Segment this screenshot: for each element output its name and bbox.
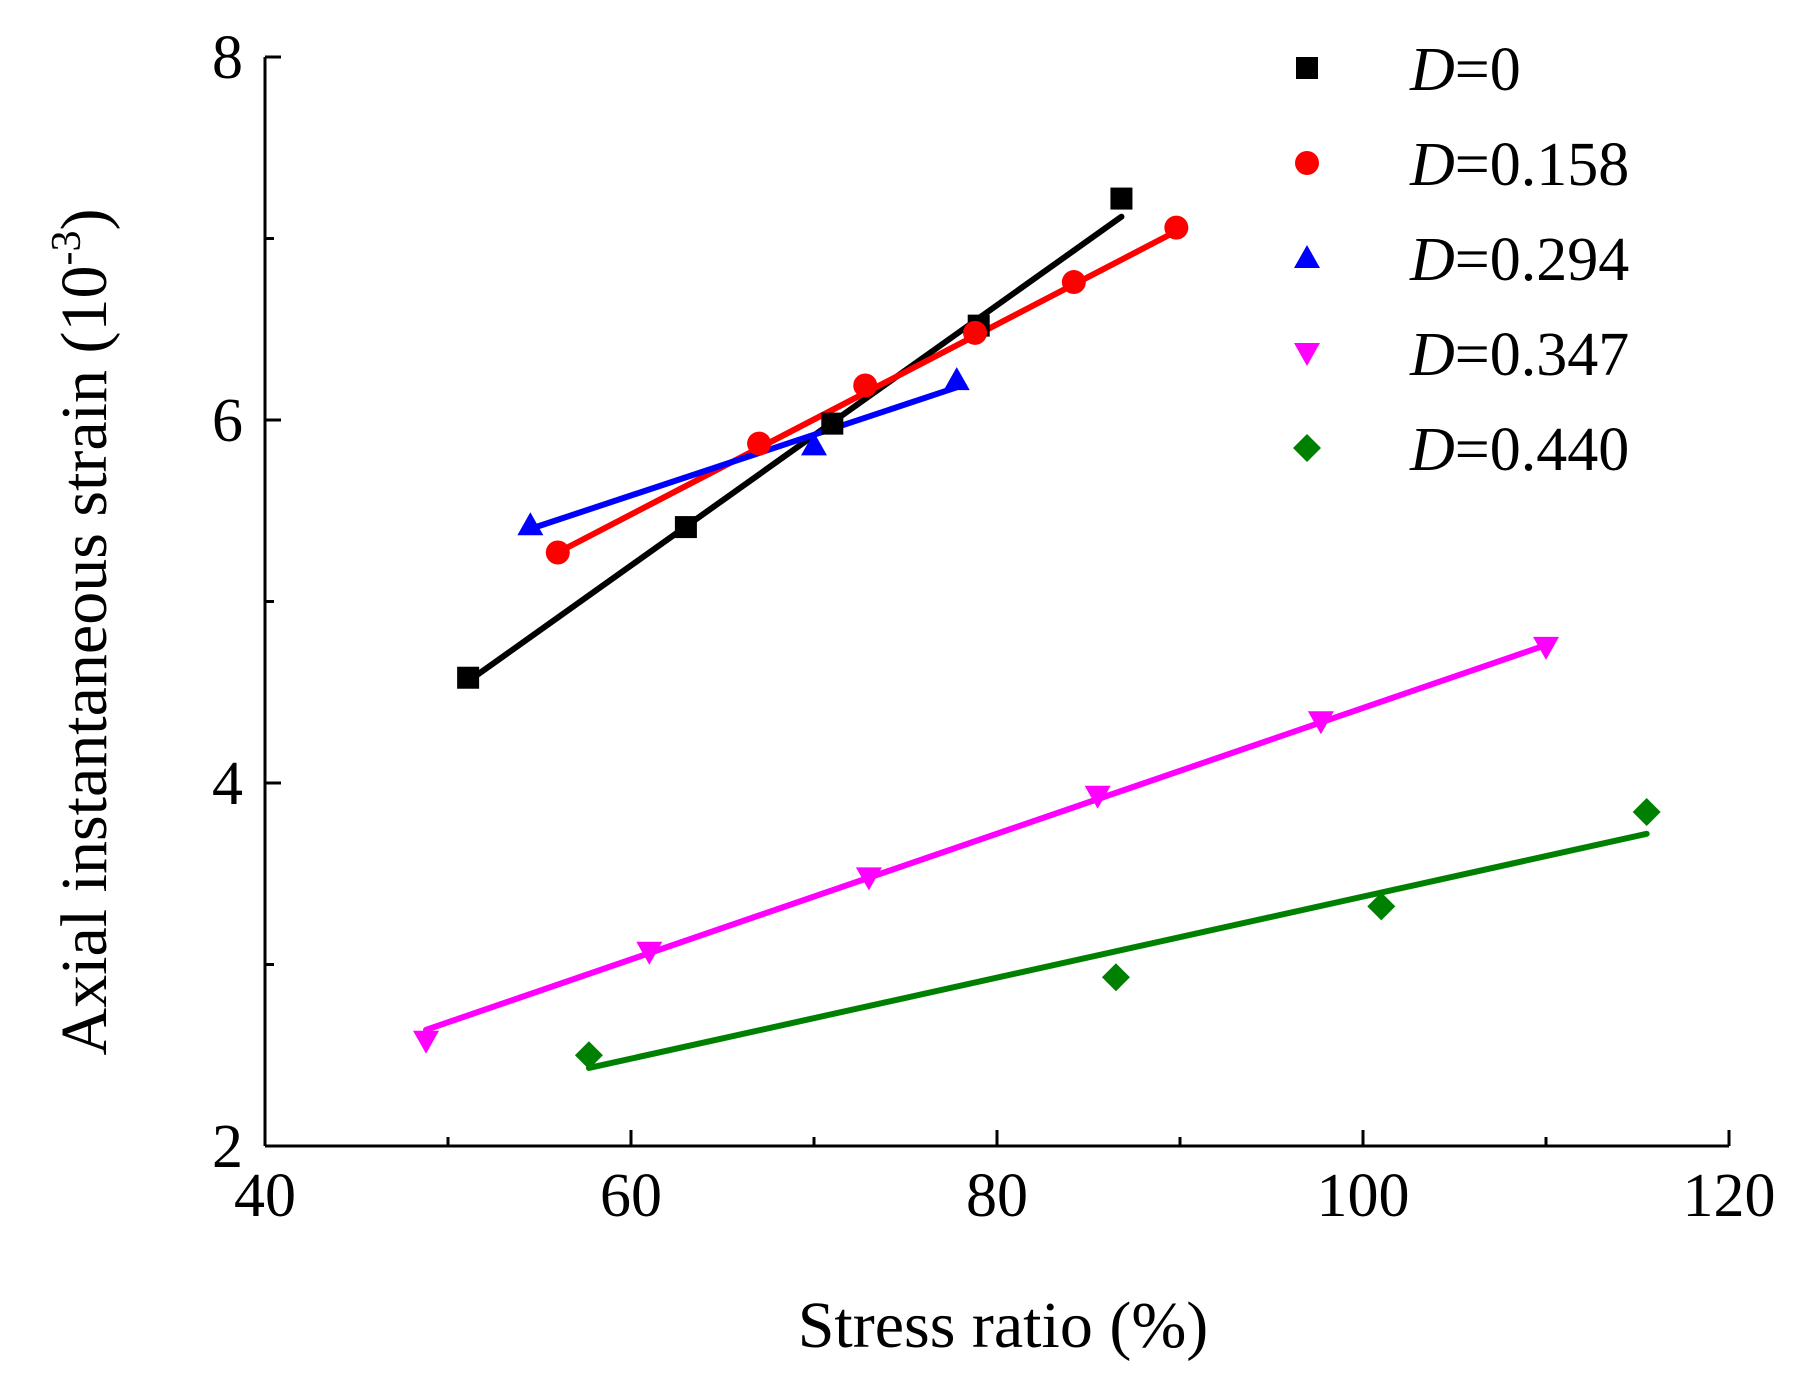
data-point-series-0 — [821, 412, 844, 435]
legend-label-series-4: D=0.440 — [1409, 416, 1629, 484]
data-point-series-1 — [1061, 270, 1086, 295]
data-markers — [413, 187, 1661, 1070]
fit-line-series-2 — [527, 384, 960, 532]
fit-line-series-0 — [465, 213, 1125, 685]
data-point-series-3 — [855, 867, 882, 891]
data-point-series-2 — [801, 432, 827, 456]
x-axis-label: Stress ratio (%) — [798, 1289, 1209, 1362]
legend-label-series-3: D=0.347 — [1409, 321, 1629, 389]
legend-marker-series-1 — [1295, 151, 1319, 175]
fit-line-series-4 — [585, 830, 1650, 1071]
y-axis-label-exponent: -3 — [44, 230, 90, 265]
data-point-series-3 — [1533, 636, 1559, 660]
data-point-series-3 — [1307, 711, 1334, 735]
y-tick-label: 8 — [212, 24, 243, 92]
data-point-series-0 — [457, 666, 480, 689]
data-point-series-0 — [1110, 187, 1133, 210]
data-point-series-3 — [1084, 785, 1111, 809]
legend-marker-series-0 — [1296, 57, 1318, 79]
legend-label-series-1: D=0.158 — [1409, 131, 1629, 199]
x-tick-label: 80 — [966, 1162, 1028, 1230]
y-tick-label: 6 — [212, 387, 243, 455]
legend-marker-series-2 — [1294, 245, 1320, 268]
axes-layer: 40 60 80 100 120 2 4 6 8 — [212, 24, 1776, 1230]
data-point-series-1 — [1164, 215, 1189, 240]
y-tick-label: 2 — [212, 1113, 243, 1181]
data-point-series-1 — [963, 320, 988, 345]
data-point-series-4 — [574, 1041, 603, 1070]
data-point-series-4 — [1101, 963, 1130, 992]
data-point-series-1 — [545, 540, 570, 565]
y-tick-label: 4 — [212, 750, 243, 818]
data-point-series-2 — [943, 367, 970, 391]
data-point-series-2 — [517, 512, 544, 536]
y-axis-label-close: ) — [48, 209, 121, 231]
data-point-series-3 — [636, 941, 663, 965]
data-point-series-4 — [1632, 798, 1661, 827]
y-axis-label: Axial instantaneous strain (10-3) — [44, 209, 121, 1056]
y-axis-label-main: Axial instantaneous strain (10 — [48, 265, 121, 1055]
legend-label-series-2: D=0.294 — [1409, 226, 1629, 294]
legend-marker-series-4 — [1293, 434, 1321, 462]
fit-line-series-3 — [423, 642, 1549, 1033]
x-tick-label: 100 — [1317, 1162, 1410, 1230]
legend-label-series-0: D=0 — [1409, 36, 1521, 104]
legend: D=0 D=0.158 D=0.294 D=0.347 D=0.440 — [1293, 36, 1629, 484]
data-point-series-1 — [853, 373, 878, 398]
data-point-series-0 — [674, 516, 697, 539]
legend-marker-series-3 — [1294, 343, 1320, 366]
data-point-series-4 — [1367, 892, 1396, 921]
x-tick-label: 40 — [234, 1162, 296, 1230]
x-tick-label: 120 — [1683, 1162, 1776, 1230]
data-point-series-1 — [747, 431, 772, 456]
data-point-series-3 — [413, 1030, 440, 1054]
x-tick-label: 60 — [600, 1162, 662, 1230]
